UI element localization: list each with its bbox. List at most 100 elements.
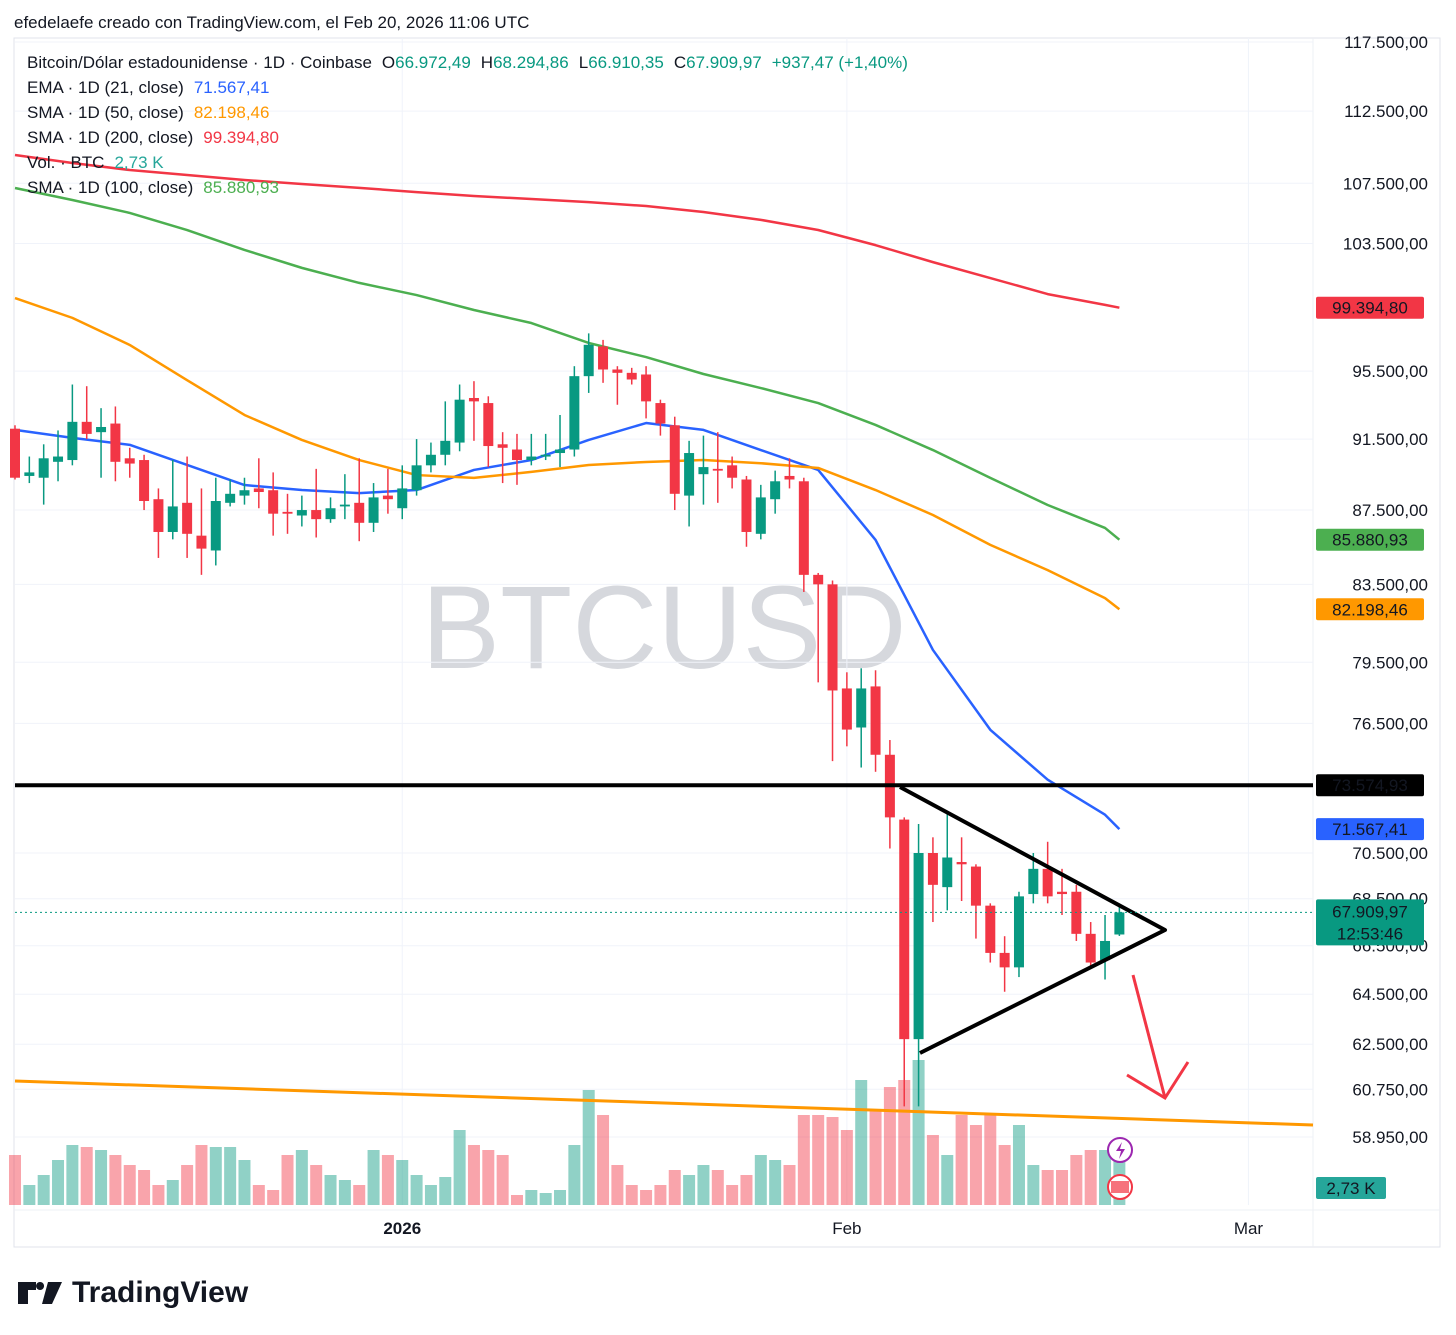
candle-body: [927, 853, 938, 885]
legend-row: SMA · 1D (50, close) 82.198,46: [27, 103, 269, 122]
volume-bar: [1084, 1150, 1097, 1205]
volume-bar: [1041, 1170, 1054, 1205]
candle-body: [942, 857, 953, 888]
x-tick-label: 2026: [383, 1219, 421, 1238]
countdown: 12:53:46: [1337, 924, 1403, 943]
candle-body: [325, 508, 336, 520]
candle-body: [153, 499, 164, 532]
volume-bar: [353, 1185, 366, 1205]
candle-body: [497, 444, 508, 448]
volume-bar: [95, 1150, 108, 1205]
brand: TradingView: [72, 1276, 249, 1309]
candle-body: [239, 490, 250, 496]
credit: efedelaefe creado con TradingView.com, e…: [14, 13, 529, 32]
volume-bar: [568, 1145, 581, 1205]
price-tag-label: 2,73 K: [1326, 1179, 1376, 1198]
candle-body: [698, 467, 709, 475]
price-tag-label: 82.198,46: [1332, 600, 1408, 619]
price-tag: [1316, 528, 1424, 551]
candle-body: [368, 497, 379, 523]
candle-body: [612, 369, 623, 373]
volume-bar: [998, 1145, 1011, 1205]
y-tick-label: 87.500,00: [1352, 501, 1428, 520]
volume-bar: [726, 1185, 739, 1205]
flag-icon: [1111, 1181, 1129, 1193]
y-tick-label: 60.750,00: [1352, 1080, 1428, 1099]
y-tick-label: 79.500,00: [1352, 653, 1428, 672]
volume-bar: [582, 1090, 595, 1205]
candle-body: [182, 502, 193, 534]
candle-body: [296, 510, 307, 516]
arrow: [1131, 974, 1167, 1099]
y-tick-label: 95.500,00: [1352, 362, 1428, 381]
candle-body: [268, 490, 279, 514]
volume-bar: [123, 1165, 136, 1205]
volume-bar: [668, 1170, 681, 1205]
ma-line: [14, 186, 1121, 541]
volume-bar: [482, 1150, 495, 1205]
volume-bar: [1070, 1155, 1083, 1205]
candle-body: [641, 374, 652, 402]
overlay: 73.574,93 71.567,41 82.198,46 99.394,80 85.8…: [15, 296, 1424, 1199]
candle-body: [210, 501, 221, 551]
volume-bar: [855, 1080, 868, 1205]
volume-bar: [783, 1165, 796, 1205]
volume-bar: [195, 1145, 208, 1205]
price-tag-label: 99.394,80: [1332, 299, 1408, 318]
volume-bar: [324, 1175, 337, 1205]
volume-bar: [252, 1185, 265, 1205]
ohlc-value: 66.910,35: [588, 53, 664, 72]
y-tick-label: 91.500,00: [1352, 430, 1428, 449]
candle-body: [454, 399, 465, 443]
volume-bar: [152, 1185, 165, 1205]
volume-bar: [66, 1145, 79, 1205]
legend-name: SMA · 1D (100, close): [27, 178, 193, 197]
candle-body: [382, 495, 393, 500]
candle-body: [397, 488, 408, 509]
candle-body: [655, 403, 666, 424]
volume-bar: [554, 1190, 567, 1205]
volume-bar: [138, 1170, 151, 1205]
candle-body: [540, 454, 551, 457]
legend-value: 2,73 K: [114, 153, 164, 172]
candle-body: [598, 346, 609, 370]
volume-bar: [23, 1185, 36, 1205]
candle-body: [970, 866, 981, 906]
ohlc-key: L: [579, 53, 588, 72]
y-tick-label: 62.500,00: [1352, 1035, 1428, 1054]
y-tick-label: 112.500,00: [1344, 102, 1428, 121]
candle-body: [411, 465, 422, 491]
volume-bar: [969, 1125, 982, 1205]
candle-body: [440, 440, 451, 455]
legend-row: EMA · 1D (21, close) 71.567,41: [27, 78, 269, 97]
candle-body: [913, 853, 924, 1040]
price-tag: [1316, 296, 1424, 319]
price-tag: [1316, 774, 1424, 797]
candle-body: [985, 905, 996, 953]
ohlc-value: 68.294,86: [493, 53, 569, 72]
volume-bar: [37, 1175, 50, 1205]
legend-name: SMA · 1D (200, close): [27, 128, 193, 147]
candle-body: [626, 372, 637, 380]
trendline: [14, 1079, 1314, 1127]
price-tag: [1316, 1177, 1386, 1199]
y-tick-label: 117.500,00: [1344, 33, 1428, 52]
candle-body: [899, 819, 910, 1040]
candle-body: [956, 862, 967, 865]
candle-body: [253, 488, 264, 493]
x-tick-label: Mar: [1234, 1219, 1264, 1238]
candle-body: [196, 535, 207, 549]
volume-bar: [826, 1117, 839, 1205]
volume-bar: [381, 1155, 394, 1205]
volume-bar: [238, 1160, 251, 1205]
volume-bar: [109, 1155, 122, 1205]
candle-body: [755, 497, 766, 534]
volume: [9, 1060, 1126, 1205]
volume-bar: [52, 1160, 65, 1205]
ma-line: [14, 421, 1121, 831]
volume-bar: [525, 1190, 538, 1205]
volume-bar: [683, 1175, 696, 1205]
last-price-label: 67.909,97: [1332, 902, 1408, 921]
volume-bar: [926, 1135, 939, 1205]
